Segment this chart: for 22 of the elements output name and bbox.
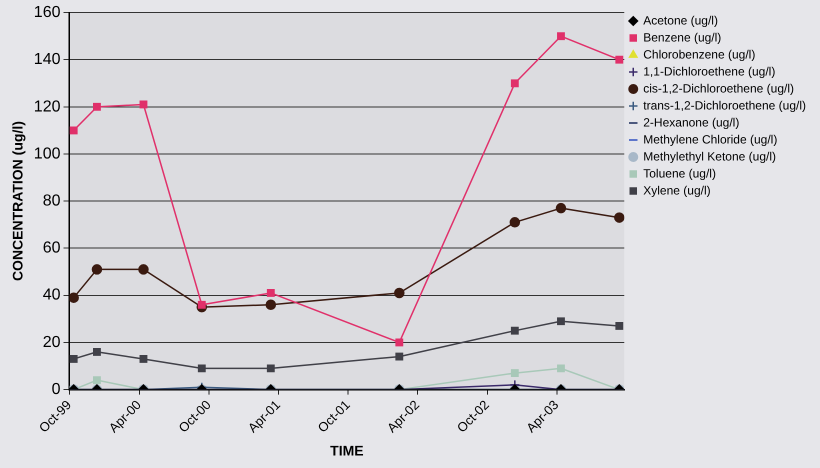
legend-label: Acetone (ug/l) [643,13,718,28]
y-axis-title: CONCENTRATION (ug/l) [9,121,26,282]
y-tick-label: 120 [34,98,61,116]
y-tick-label: 40 [42,286,61,304]
legend-label: 2-Hexanone (ug/l) [643,115,740,130]
legend-label: Chlorobenzene (ug/l) [643,47,756,62]
y-tick-label: 80 [42,192,61,210]
y-tick-label: 160 [34,4,61,22]
y-tick-label: 100 [34,145,61,162]
legend-label: Toluene (ug/l) [643,166,716,180]
legend-label: Methylene Chloride (ug/l) [643,132,778,146]
y-tick-label: 0 [52,380,61,398]
legend-label: Xylene (ug/l) [643,183,711,198]
x-axis-title: TIME [330,442,364,458]
legend-label: cis-1,2-Dichloroethene (ug/l) [643,81,794,96]
y-tick-label: 20 [42,334,61,351]
y-tick-label: 60 [42,240,61,257]
legend-label: 1,1-Dichloroethene (ug/l) [643,64,776,78]
y-tick-label: 140 [34,51,61,68]
legend-label: Methylethyl Ketone (ug/l) [643,149,776,164]
legend-label: Benzene (ug/l) [643,30,722,44]
legend-label: trans-1,2-Dichloroethene (ug/l) [643,98,806,112]
